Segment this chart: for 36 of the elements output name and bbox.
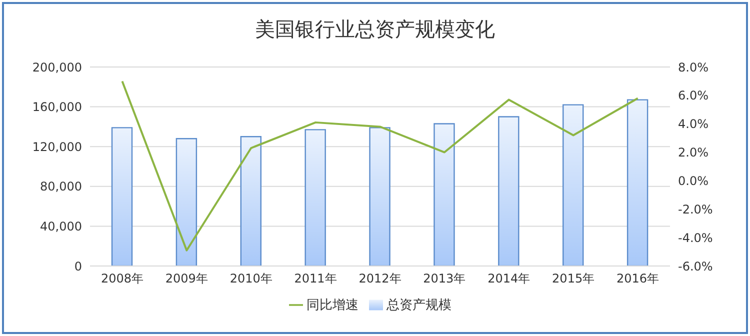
bar [562, 104, 584, 266]
x-tick-label: 2008年 [100, 272, 144, 286]
legend-label: 同比增速 [306, 298, 358, 313]
y2-tick-label: 6.0% [678, 88, 708, 103]
y-tick-label: 80,000 [40, 180, 82, 194]
bar [369, 127, 390, 266]
bar [434, 123, 455, 266]
y-tick-label: 0 [74, 259, 82, 274]
bar [111, 127, 133, 266]
chart-title: 美国银行业总资产规模变化 [254, 16, 496, 43]
x-tick-label: 2009年 [165, 272, 208, 286]
y2-tick-label: 4.0% [678, 117, 708, 132]
y2-tick-label: 2.0% [678, 146, 708, 160]
x-tick-label: 2010年 [230, 272, 272, 286]
y2-tick-label: -6.0% [678, 259, 713, 274]
x-tick-label: 2014年 [488, 272, 530, 286]
line-series [121, 80, 639, 252]
y-tick-label: 120,000 [32, 140, 82, 154]
bar [498, 116, 520, 266]
x-tick-label: 2011年 [294, 272, 337, 286]
y-tick-label: 200,000 [32, 60, 82, 74]
bar [304, 129, 326, 266]
x-tick-label: 2016年 [616, 272, 660, 286]
bar [176, 138, 198, 266]
y-tick-label: 160,000 [32, 100, 82, 114]
bar [240, 136, 262, 266]
y2-tick-label: -4.0% [678, 230, 713, 245]
x-tick-label: 2012年 [358, 272, 402, 286]
x-tick-label: 2013年 [423, 272, 466, 286]
bar [626, 99, 648, 266]
y2-tick-label: 8.0% [678, 60, 708, 74]
legend-label: 总资产规模 [386, 298, 452, 313]
y2-tick-label: -2.0% [678, 202, 713, 216]
y-tick-label: 40,000 [40, 219, 82, 234]
x-tick-label: 2015年 [552, 272, 595, 286]
y2-tick-label: 0.0% [678, 174, 708, 188]
